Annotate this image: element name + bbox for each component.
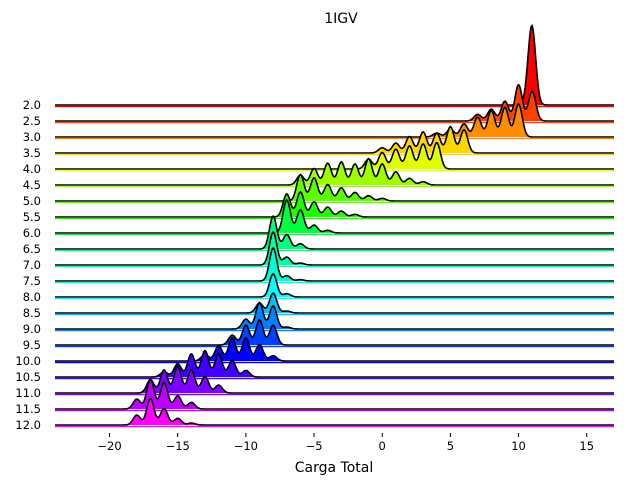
ridge-area [55, 379, 614, 409]
y-tick-label: 3.0 [23, 130, 41, 144]
y-tick-label: 9.0 [23, 322, 41, 336]
y-tick-label: 10.5 [15, 370, 41, 384]
ridge-9-5 [55, 318, 614, 348]
ridge-7-0 [55, 231, 614, 268]
ridge-outline [55, 125, 614, 154]
ridge-8-5 [55, 292, 614, 316]
x-tick-label: 5 [447, 439, 454, 453]
x-tick-label: −10 [234, 439, 258, 453]
x-tick-label: 0 [379, 439, 386, 453]
x-tick-label: −5 [306, 439, 323, 453]
y-tick-label: 2.5 [23, 114, 41, 128]
ridge-3-5 [55, 125, 614, 156]
ridge-area [55, 142, 614, 169]
ridge-outline [55, 318, 614, 346]
ridge-4-0 [55, 141, 614, 172]
ridge-outline [55, 141, 614, 170]
ridge-outline [55, 173, 614, 202]
y-tick-label: 7.0 [23, 258, 41, 272]
ridge-area [55, 350, 614, 377]
y-tick-label: 2.0 [23, 98, 41, 112]
ridge-outline [55, 397, 614, 426]
y-tick-label: 5.5 [23, 210, 41, 224]
ridge-area [55, 126, 614, 153]
x-tick-label: −15 [166, 439, 190, 453]
ridge-area [55, 319, 614, 345]
ridge-9-0 [55, 301, 614, 332]
ridge-4-5 [55, 157, 614, 188]
ridge-3-0 [55, 103, 614, 140]
ridge-10-0 [55, 336, 614, 364]
ridge-area [55, 366, 614, 393]
ridge-area [55, 158, 614, 185]
y-tick-label: 6.5 [23, 242, 41, 256]
ridge-outline [55, 83, 614, 122]
y-tick-label: 4.5 [23, 178, 41, 192]
ridge-6-5 [55, 215, 614, 252]
ridge-outline [55, 190, 614, 218]
ridge-5-5 [55, 190, 614, 220]
ridge-12-0 [55, 397, 614, 428]
ridge-outline [55, 247, 614, 282]
ridge-outline [55, 103, 614, 138]
y-tick-label: 4.0 [23, 162, 41, 176]
x-tick-label: −20 [97, 439, 121, 453]
ridge-11-0 [55, 365, 614, 396]
x-tick-label: 15 [579, 439, 594, 453]
x-tick-label: 10 [511, 439, 526, 453]
ridge-outline [55, 365, 614, 394]
ridge-outline [55, 336, 614, 362]
ridge-area [55, 337, 614, 361]
ridge-outline [55, 292, 614, 314]
x-axis: −20 −15 −10 −5 0 5 10 15 [97, 433, 594, 453]
y-tick-label: 5.0 [23, 194, 41, 208]
y-tick-label: 11.0 [15, 386, 41, 400]
ridge-10-5 [55, 349, 614, 380]
ridge-7-5 [55, 247, 614, 284]
x-axis-label: Carga Total [295, 460, 373, 476]
y-tick-label: 12.0 [15, 418, 41, 432]
y-tick-label: 3.5 [23, 146, 41, 160]
ridge-outline [55, 349, 614, 378]
y-tick-label: 8.5 [23, 306, 41, 320]
y-tick-label: 7.5 [23, 274, 41, 288]
y-tick-label: 6.0 [23, 226, 41, 240]
ridge-outline [55, 231, 614, 266]
ridge-outline [55, 198, 614, 234]
ridge-outline [55, 215, 614, 250]
ridge-5-0 [55, 173, 614, 204]
ridge-area [55, 104, 614, 137]
y-tick-label: 10.0 [15, 354, 41, 368]
y-tick-labels: 2.0 2.5 3.0 3.5 4.0 4.5 5.0 5.5 6.0 6.5 7.0 7.5 8.0 8… [15, 98, 41, 432]
ridge-area [55, 302, 614, 329]
y-tick-label: 11.5 [15, 402, 41, 416]
y-tick-label: 8.0 [23, 290, 41, 304]
ridge-outline [55, 301, 614, 330]
ridge-6-0 [55, 198, 614, 236]
y-tick-label: 9.5 [23, 338, 41, 352]
ridge-8-0 [55, 273, 614, 300]
ridge-outline [55, 378, 614, 410]
ridge-outline [55, 157, 614, 186]
ridge-area [55, 274, 614, 297]
ridges-group [55, 24, 614, 428]
chart-title: 1IGV [324, 11, 358, 27]
ridge-outline [55, 273, 614, 298]
